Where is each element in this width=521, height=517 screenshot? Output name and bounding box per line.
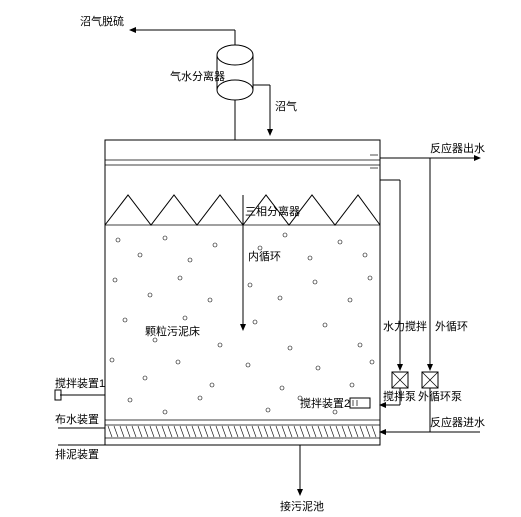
inner-circulation-label: 内循环 [248,249,281,263]
stirring-device-2 [350,398,370,408]
water-distributor-label: 布水装置 [55,413,99,426]
outer-circulation-label: 外循环 [435,320,468,333]
gas-desulfurization-label: 沼气脱硫 [80,14,124,28]
gas-water-separator-label: 气水分离器 [170,69,225,83]
biogas-label: 沼气 [275,99,297,113]
granular-sludge-bed-label: 颗粒污泥床 [145,324,200,338]
to-sludge-tank-label: 接污泥池 [280,500,324,513]
stirring-device-2-label: 搅拌装置2 [300,396,350,410]
hydraulic-stirring-label: 水力搅拌 [383,319,427,333]
outer-loop-pump-label: 外循环泵 [418,390,462,403]
sludge-discharge-label: 排泥装置 [55,447,99,461]
outer-loop-pump [422,372,438,388]
granular-bed-dots [110,233,374,414]
reactor-effluent-label: 反应器出水 [430,141,485,155]
gas-water-separator [217,45,253,140]
stirring-device-1-label: 搅拌装置1 [55,376,105,390]
stir-pump [392,372,408,388]
water-distributor-zone [105,420,380,438]
three-phase-separator-label: 三相分离器 [245,204,300,218]
reactor-influent-label: 反应器进水 [430,415,485,429]
